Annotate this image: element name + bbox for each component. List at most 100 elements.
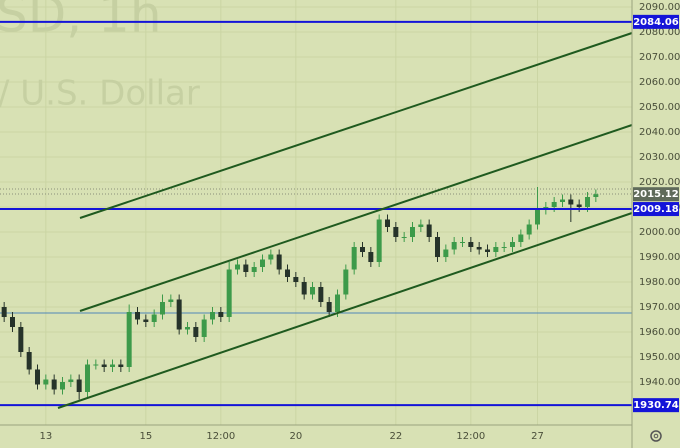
candle-body — [485, 249, 490, 252]
candle-body — [468, 242, 474, 247]
candle-body — [160, 302, 165, 315]
x-tick-label: 12:00 — [456, 431, 485, 442]
y-tick-label: 2070.00 — [639, 52, 680, 63]
candle-body — [451, 242, 457, 250]
candle-body — [393, 227, 399, 237]
candle-body — [510, 242, 515, 247]
gear-icon[interactable] — [650, 430, 662, 442]
candle-body — [60, 382, 65, 390]
candle-body — [251, 267, 257, 272]
candle-body — [285, 269, 290, 277]
candle-body — [201, 319, 207, 337]
candle-body — [276, 254, 282, 270]
candle-body — [143, 319, 149, 322]
trend-line — [79, 32, 633, 219]
candle-body — [368, 252, 374, 262]
candle-body — [1, 307, 7, 317]
y-tick-label: 2050.00 — [639, 102, 680, 113]
candle-body — [585, 197, 590, 207]
candle-body — [93, 364, 99, 366]
candle-body — [326, 302, 332, 312]
candle-body — [426, 224, 432, 237]
candle-body — [501, 247, 507, 248]
y-tick-label: 1950.00 — [639, 352, 680, 363]
y-tick-label: 2080.00 — [639, 27, 680, 38]
candle-body — [376, 219, 382, 262]
y-tick-label: 1940.00 — [639, 377, 680, 388]
level-label: 1930.74 — [633, 400, 679, 411]
candle-body — [43, 379, 49, 385]
y-tick-label: 1980.00 — [639, 277, 680, 288]
last-price-label: 2015.12 — [633, 189, 679, 200]
x-tick-label: 13 — [39, 431, 52, 442]
gear-center[interactable] — [653, 433, 659, 439]
y-tick-label: 1960.00 — [639, 327, 680, 338]
level-label: 2084.06 — [633, 17, 679, 28]
candle-body — [385, 219, 390, 227]
candle-body — [76, 379, 82, 392]
candle-body — [268, 254, 274, 260]
candle-body — [35, 369, 40, 385]
grid — [0, 0, 632, 425]
candle-body — [110, 364, 115, 367]
y-tick-label: 1970.00 — [639, 302, 680, 313]
time-axis — [0, 425, 632, 448]
candle-body — [526, 224, 532, 235]
candle-body — [68, 379, 74, 382]
candle-body — [10, 317, 15, 327]
price-axis — [632, 0, 680, 448]
level-label-box — [633, 398, 679, 413]
candle-body — [435, 237, 440, 257]
last-price-box — [633, 187, 679, 202]
candle-body — [101, 364, 107, 367]
y-tick-label: 2090.00 — [639, 2, 680, 13]
candle-body — [560, 199, 565, 202]
candle-body — [243, 264, 249, 272]
candle-body — [235, 264, 240, 270]
candle-body — [301, 282, 307, 295]
candle-body — [493, 247, 499, 252]
candle-body — [210, 312, 215, 320]
candle-body — [568, 199, 574, 205]
candle-body — [476, 247, 482, 250]
y-tick-label: 2030.00 — [639, 152, 680, 163]
level-label-box — [633, 14, 679, 29]
x-tick-label: 20 — [289, 431, 302, 442]
candle-body — [193, 327, 199, 337]
y-tick-label: 2040.00 — [639, 127, 680, 138]
candle-body — [226, 269, 232, 317]
level-label: 2009.18 — [633, 204, 679, 215]
candle-body — [85, 364, 90, 392]
candle-body — [310, 287, 315, 295]
y-tick-label: 2060.00 — [639, 77, 680, 88]
candle-body — [51, 379, 57, 390]
candle-body — [443, 249, 449, 257]
x-tick-label: 22 — [389, 431, 402, 442]
x-tick-label: 12:00 — [206, 431, 235, 442]
candle-body — [593, 194, 599, 197]
candle-body — [401, 237, 407, 238]
candle-body — [126, 312, 132, 367]
candle-body — [18, 327, 24, 352]
y-tick-label: 2000.00 — [639, 227, 680, 238]
candle-body — [551, 202, 557, 207]
candle-body — [293, 277, 299, 282]
settings-button[interactable] — [650, 430, 662, 442]
candle-body — [410, 227, 415, 237]
y-tick-label: 2020.00 — [639, 177, 680, 188]
candle-body — [218, 312, 224, 317]
candle-body — [343, 269, 349, 295]
candle-body — [335, 294, 340, 312]
watermark: / U.S. Dollar — [0, 74, 200, 114]
candle-body — [535, 209, 540, 225]
candle-body — [351, 247, 357, 270]
candle-body — [176, 299, 182, 330]
candle-body — [151, 314, 157, 322]
y-tick-label: 1990.00 — [639, 252, 680, 263]
axes: 1940.00 1950.00 1960.00 1970.00 1980.00 1990.… — [39, 2, 680, 442]
trend-line — [57, 212, 633, 409]
candle-body — [260, 259, 265, 267]
x-tick-label: 15 — [139, 431, 152, 442]
candle-body — [460, 242, 465, 243]
